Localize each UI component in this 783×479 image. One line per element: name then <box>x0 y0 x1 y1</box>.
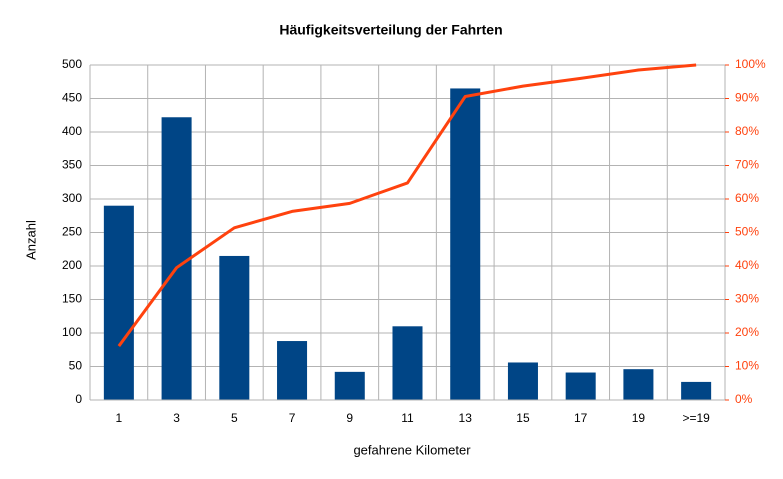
x-tick-label: 15 <box>516 411 530 425</box>
y2-tick-label: 30% <box>735 292 759 306</box>
bar <box>277 341 308 400</box>
bar <box>623 369 654 400</box>
x-tick-label: 13 <box>459 411 473 425</box>
x-tick-label: 19 <box>632 411 646 425</box>
bar <box>507 362 538 400</box>
bar <box>681 381 712 400</box>
x-tick-label: >=19 <box>682 411 710 425</box>
bar <box>450 88 481 400</box>
x-axis-label: gefahrene Kilometer <box>353 442 471 457</box>
y2-tick-label: 70% <box>735 158 759 172</box>
x-tick-label: 3 <box>173 411 180 425</box>
y-tick-label: 400 <box>62 124 82 138</box>
y-tick-label: 100 <box>62 325 82 339</box>
y2-tick-label: 90% <box>735 91 759 105</box>
bar <box>392 326 423 400</box>
x-tick-label: 1 <box>116 411 123 425</box>
x-tick-label: 9 <box>346 411 353 425</box>
bar <box>219 255 250 400</box>
y-tick-label: 200 <box>62 258 82 272</box>
bar <box>103 205 134 400</box>
y2-tick-label: 40% <box>735 258 759 272</box>
x-tick-label: 11 <box>401 411 414 425</box>
x-tick-label: 7 <box>289 411 296 425</box>
y-tick-label: 350 <box>62 158 82 172</box>
x-tick-label: 17 <box>574 411 588 425</box>
cumulative-line <box>117 63 697 347</box>
y2-tick-label: 50% <box>735 225 759 239</box>
y2-tick-label: 10% <box>735 359 759 373</box>
y2-tick-label: 60% <box>735 191 759 205</box>
y-tick-label: 300 <box>62 191 82 205</box>
bar <box>565 372 596 400</box>
y-tick-label: 150 <box>62 292 82 306</box>
y2-tick-label: 100% <box>735 57 766 71</box>
chart-title: Häufigkeitsverteilung der Fahrten <box>279 22 502 38</box>
y2-tick-label: 20% <box>735 325 759 339</box>
y-axis-label: Anzahl <box>23 220 38 260</box>
bar <box>334 371 365 400</box>
y2-tick-label: 80% <box>735 124 759 138</box>
x-tick-label: 5 <box>231 411 238 425</box>
y-tick-label: 500 <box>62 57 82 71</box>
bar <box>161 117 192 400</box>
y-tick-label: 50 <box>69 359 83 373</box>
y-tick-label: 0 <box>75 392 82 406</box>
y2-tick-label: 0% <box>735 392 753 406</box>
y-tick-label: 250 <box>62 225 82 239</box>
y-tick-label: 450 <box>62 91 82 105</box>
